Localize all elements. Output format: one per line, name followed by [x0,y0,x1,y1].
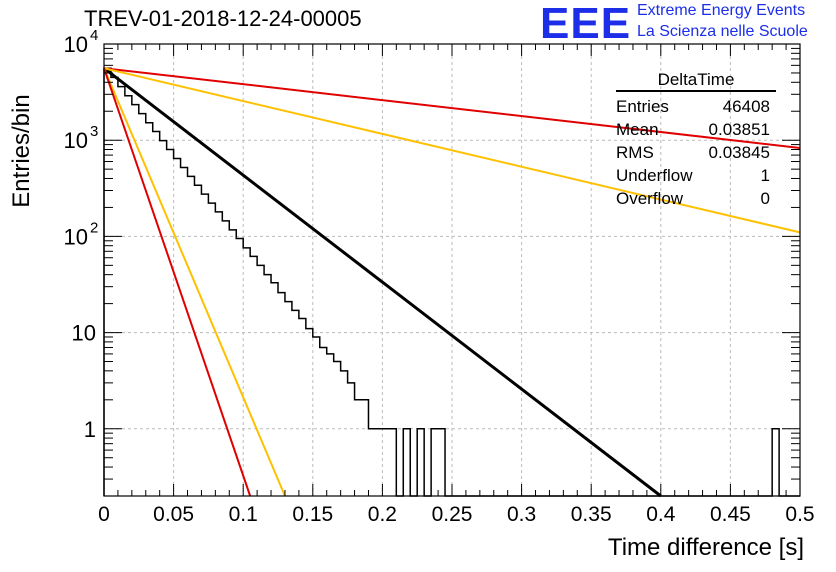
fit-curve-0 [103,67,662,498]
x-tick-label: 0.2 [368,503,397,526]
stats-label: RMS [616,143,654,162]
fit-curve-4 [103,67,252,497]
y-tick-label: 1 [84,417,96,442]
x-axis-label: Time difference [s] [607,534,804,561]
stats-value: 0.03851 [708,120,770,139]
y-axis-label-wrap: Entries/bin [4,94,40,208]
x-tick-label: 0.4 [646,503,676,526]
y-tick-label: 10 [64,128,88,153]
fit-curve-3 [103,67,286,497]
x-tick-label: 0.05 [153,503,194,526]
stats-label: Mean [616,120,659,139]
x-tick-label: 0.35 [571,503,612,526]
x-tick-label: 0.5 [785,503,814,526]
y-tick-exponent: 4 [90,27,98,44]
stats-value: 0 [760,189,770,208]
stats-row-entries: Entries 46408 [616,95,776,118]
stats-value: 1 [760,166,770,185]
stats-title: DeltaTime [616,70,776,92]
x-tick-label: 0 [98,503,110,526]
stats-row-mean: Mean 0.03851 [616,118,776,141]
fit-curve-2 [103,67,801,234]
logo-line-2: La Scienza nelle Scuole [637,23,808,40]
stats-label: Overflow [616,189,684,208]
stats-label: Underflow [616,166,693,185]
x-tick-label: 0.45 [710,503,751,526]
stats-box: DeltaTime Entries 46408 Mean 0.03851 RMS… [616,70,776,210]
x-tick-label: 0.15 [292,503,333,526]
y-tick-label: 10 [64,224,88,249]
eee-logo: EEE [540,0,632,48]
logo-line-1: Extreme Energy Events [637,2,806,19]
y-tick-exponent: 3 [90,123,98,140]
stats-row-rms: RMS 0.03845 [616,141,776,164]
stats-label: Entries [616,97,669,116]
y-tick-exponent: 2 [90,219,98,236]
stats-row-overflow: Overflow 0 [616,187,776,210]
x-tick-label: 0.3 [507,503,536,526]
x-tick-label: 0.25 [432,503,473,526]
fit-curve-1 [103,67,801,149]
y-axis-label: Entries/bin [8,94,35,208]
x-tick-label: 0.1 [229,503,258,526]
stats-value: 46408 [722,97,770,116]
chart-title: TREV-01-2018-12-24-00005 [84,6,362,31]
stats-row-underflow: Underflow 1 [616,164,776,187]
y-tick-label: 10 [72,321,96,346]
stats-value: 0.03845 [708,143,770,162]
y-tick-label: 10 [64,32,88,57]
